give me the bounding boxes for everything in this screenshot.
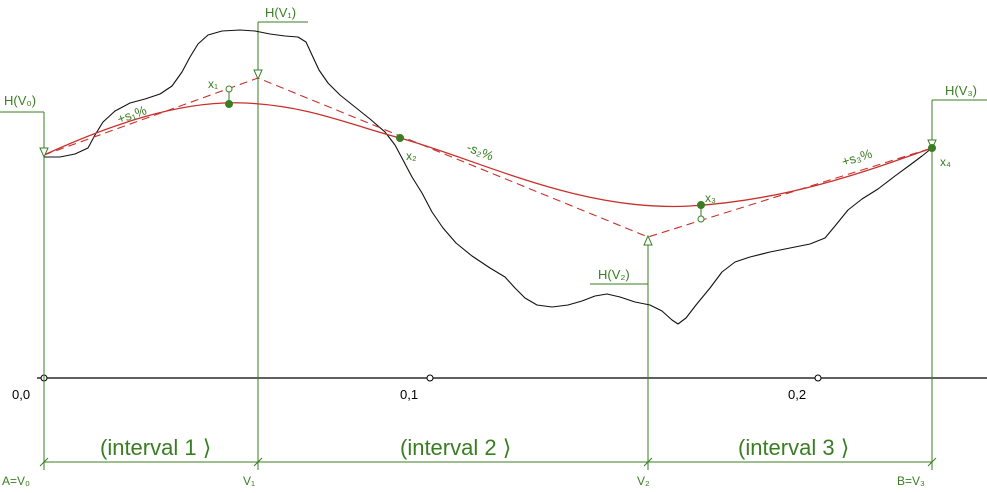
h-v3-label: H(V₃) <box>945 83 977 98</box>
axis-node-0-1 <box>426 374 434 382</box>
x4-label: x₄ <box>940 155 951 169</box>
interval-3-label: (interval 3 ⟩ <box>738 435 849 460</box>
x3-curve-point <box>697 201 705 209</box>
x2-label: x₂ <box>406 149 417 163</box>
station-label-v2: V₂ <box>637 474 650 488</box>
vertex-arrow-v2 <box>643 234 653 246</box>
x2-curve-point <box>396 134 404 142</box>
x1-tangent-point <box>225 85 233 93</box>
station-label-v1: V₁ <box>243 474 255 488</box>
dimension-tick-v3 <box>927 457 937 467</box>
x1-curve-point <box>225 100 233 108</box>
terrain-line <box>43 29 933 325</box>
tangent-grade-lines <box>43 77 933 238</box>
h-v1-label: H(V₁) <box>265 5 296 20</box>
dimension-tick-v0 <box>39 457 49 467</box>
interval-1-label: (interval 1 ⟩ <box>100 435 211 460</box>
axis-tick-label: 0,0 <box>12 387 30 402</box>
axis-tick-label: 0,1 <box>400 387 418 402</box>
dimension-tick-v1 <box>253 457 263 467</box>
h-v0-label: H(V₀) <box>4 93 36 108</box>
x4-curve-point <box>928 144 936 152</box>
dimension-tick-v2 <box>643 457 653 467</box>
vertex-arrow-v0 <box>39 147 49 159</box>
design-curve <box>43 102 933 208</box>
station-label-a-v0: A=V₀ <box>2 474 30 488</box>
h-v2-label: H(V₂) <box>598 267 630 282</box>
interval-2-label: (interval 2 ⟩ <box>400 435 511 460</box>
slope-label-s3: +s₃% <box>840 146 874 170</box>
station-label-b-v3: B=V₃ <box>897 474 925 488</box>
axis-tick-label: 0,2 <box>788 387 806 402</box>
vertex-arrow-v1 <box>253 69 263 81</box>
axis-node-0-2 <box>814 374 822 382</box>
x1-label: x₁ <box>208 77 218 91</box>
x3-tangent-point <box>697 215 705 223</box>
x3-label: x₃ <box>705 191 716 205</box>
